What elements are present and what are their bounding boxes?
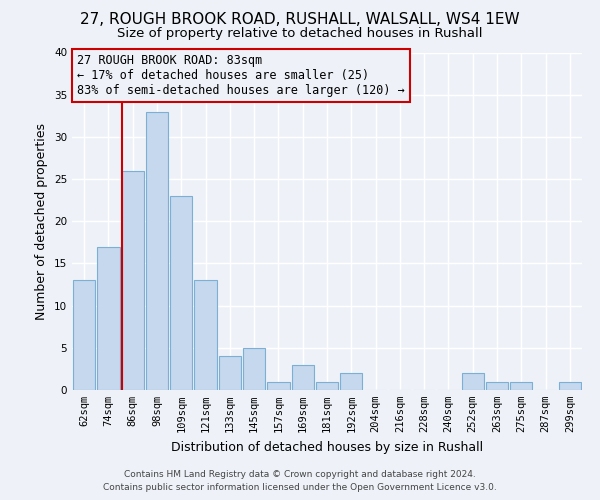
Bar	[510, 382, 532, 390]
Text: 27, ROUGH BROOK ROAD, RUSHALL, WALSALL, WS4 1EW: 27, ROUGH BROOK ROAD, RUSHALL, WALSALL, …	[80, 12, 520, 28]
Bar	[122, 170, 144, 390]
Text: Size of property relative to detached houses in Rushall: Size of property relative to detached ho…	[117, 28, 483, 40]
Bar	[218, 356, 241, 390]
Text: Contains HM Land Registry data © Crown copyright and database right 2024.
Contai: Contains HM Land Registry data © Crown c…	[103, 470, 497, 492]
Bar	[146, 112, 168, 390]
Bar	[316, 382, 338, 390]
Text: 27 ROUGH BROOK ROAD: 83sqm
← 17% of detached houses are smaller (25)
83% of semi: 27 ROUGH BROOK ROAD: 83sqm ← 17% of deta…	[77, 54, 405, 97]
Bar	[340, 373, 362, 390]
Bar	[559, 382, 581, 390]
Bar	[243, 348, 265, 390]
Bar	[97, 246, 119, 390]
Bar	[194, 280, 217, 390]
Bar	[486, 382, 508, 390]
Bar	[267, 382, 290, 390]
Bar	[292, 364, 314, 390]
Bar	[170, 196, 193, 390]
X-axis label: Distribution of detached houses by size in Rushall: Distribution of detached houses by size …	[171, 440, 483, 454]
Bar	[73, 280, 95, 390]
Y-axis label: Number of detached properties: Number of detached properties	[35, 122, 49, 320]
Bar	[461, 373, 484, 390]
